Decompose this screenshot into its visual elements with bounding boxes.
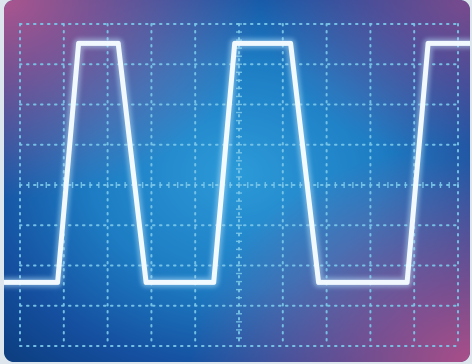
waveform-trace — [4, 40, 470, 285]
oscilloscope-display — [4, 0, 470, 362]
oscilloscope-bezel — [4, 0, 470, 362]
oscilloscope-screen — [4, 0, 470, 362]
oscilloscope-trace — [4, 38, 470, 288]
